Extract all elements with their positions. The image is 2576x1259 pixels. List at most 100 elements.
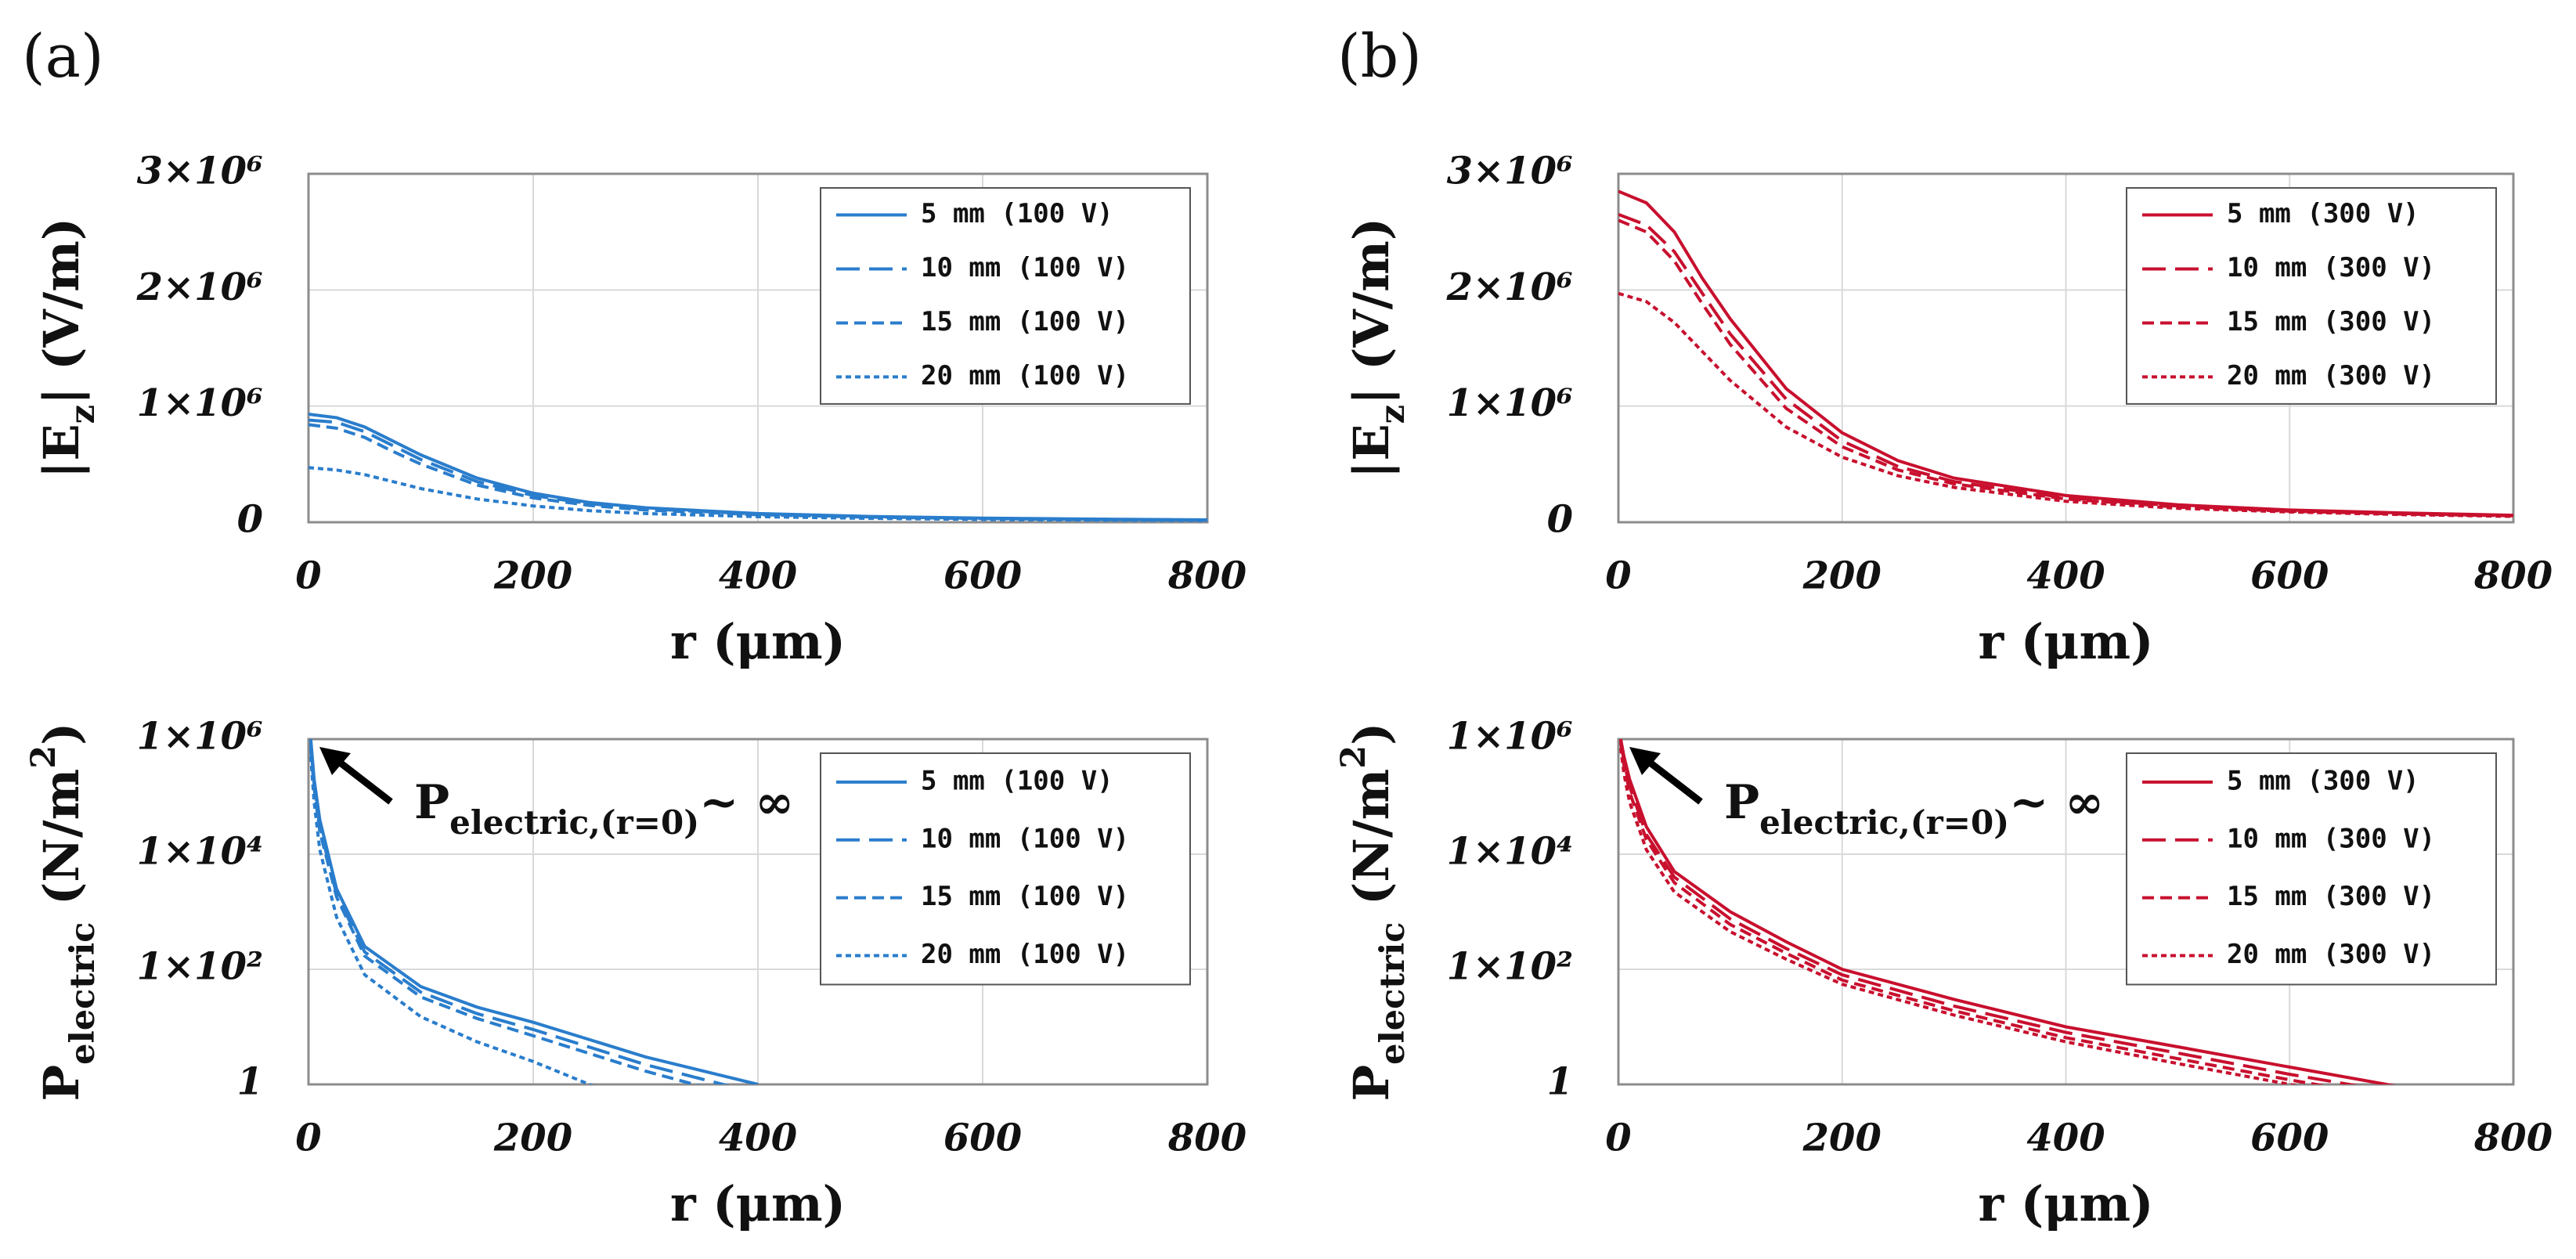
annotation-arrow — [330, 753, 393, 805]
x-tick-label: 800 — [2473, 1117, 2553, 1160]
annotation-arrow — [1640, 753, 1703, 805]
panel-label: (a) — [22, 21, 104, 91]
y-axis-title: Pelectric (N/m2) — [1334, 722, 1412, 1101]
y-axis-title: |Ez| (V/m) — [1343, 218, 1412, 478]
y-axis-title: |Ez| (V/m) — [33, 218, 103, 478]
plot-frame — [1617, 172, 2515, 524]
x-tick-label: 0 — [295, 554, 321, 598]
text-part: electric,(r=0) — [449, 803, 699, 842]
text-part: electric,(r=0) — [1759, 803, 2009, 842]
legend-box — [820, 752, 1191, 986]
x-tick-label: 400 — [719, 554, 797, 598]
x-tick-label: 400 — [719, 1117, 797, 1160]
legend-box — [2126, 187, 2497, 405]
text-part: | (V/m) — [1343, 218, 1400, 405]
x-tick-label: 600 — [943, 1117, 1022, 1160]
x-tick-label: 200 — [493, 1117, 572, 1160]
x-tick-label: 200 — [1802, 1117, 1881, 1160]
x-tick-label: 800 — [1167, 554, 1247, 598]
text-part: ~ ∞ — [699, 775, 794, 830]
legend-label: 5 mm (100 V) — [921, 765, 1113, 796]
annotation-arrowhead — [1629, 747, 1661, 775]
text-part: ~ ∞ — [2009, 775, 2104, 830]
plot: 0 200 400 600 800 1 1×10² 1×10⁴ 1×10⁶ 5 mm (100 V… — [24, 715, 1247, 1233]
series-line — [1618, 739, 2396, 1084]
annotation: Pelectric,(r=0)~ ∞ — [1724, 775, 2104, 842]
y-tick-label: 1 — [237, 1060, 263, 1104]
y-tick-label: 2×10⁶ — [136, 265, 263, 309]
plot-frame — [307, 172, 1209, 524]
legend-label: 15 mm (100 V) — [921, 881, 1129, 912]
text-part: electric — [1373, 922, 1412, 1065]
plot: 0 200 400 600 800 0 1×10⁶ 2×10⁶ 3×10⁶ 5 mm (100 V… — [33, 150, 1247, 671]
text-part: |E — [1343, 424, 1400, 478]
x-tick-label: 0 — [1605, 1117, 1631, 1160]
text-part: z — [63, 405, 103, 424]
plot: 0 200 400 600 800 1 1×10² 1×10⁴ 1×10⁶ 5 mm (300 V… — [1334, 715, 2553, 1233]
text-part: (N/m — [1343, 769, 1400, 922]
y-tick-label: 1×10⁶ — [1447, 715, 1573, 759]
x-tick-label: 0 — [1605, 554, 1631, 598]
x-tick-label: 600 — [2250, 554, 2329, 598]
series-line — [308, 466, 1207, 522]
annotation-arrowhead — [319, 747, 351, 775]
y-tick-label: 0 — [1547, 498, 1573, 542]
y-tick-label: 1×10⁶ — [1447, 381, 1573, 425]
plot: 0 200 400 600 800 0 1×10⁶ 2×10⁶ 3×10⁶ 5 mm (300 V… — [1343, 150, 2553, 671]
y-tick-label: 1 — [1547, 1060, 1573, 1104]
x-tick-label: 800 — [2473, 554, 2553, 598]
legend-label: 10 mm (300 V) — [2227, 823, 2435, 854]
legend-label: 15 mm (300 V) — [2227, 306, 2435, 337]
legend-label: 20 mm (300 V) — [2227, 939, 2435, 970]
text-part: P — [33, 1065, 90, 1102]
text-part: |E — [33, 424, 90, 478]
text-part: electric — [63, 922, 103, 1065]
legend-box — [820, 187, 1191, 405]
text-part: (N/m — [33, 769, 90, 922]
text-part: P — [414, 775, 449, 830]
y-tick-label: 1×10⁶ — [137, 715, 263, 759]
series-line — [308, 748, 701, 1084]
y-tick-label: 1×10² — [1447, 945, 1573, 989]
x-tick-label: 800 — [1167, 1117, 1247, 1160]
legend-label: 10 mm (100 V) — [921, 252, 1129, 283]
y-tick-label: 0 — [237, 498, 263, 542]
text-part: P — [1724, 775, 1759, 830]
y-tick-label: 2×10⁶ — [1446, 265, 1573, 309]
text-part: P — [1343, 1065, 1400, 1102]
text-part: z — [1373, 405, 1412, 424]
legend-label: 5 mm (100 V) — [921, 198, 1113, 229]
series-line — [308, 744, 730, 1084]
x-tick-label: 200 — [493, 554, 572, 598]
y-tick-label: 3×10⁶ — [1447, 150, 1573, 193]
text-part: ) — [1343, 722, 1400, 745]
x-axis-title: r (μm) — [1979, 1175, 2154, 1232]
legend-box — [2126, 752, 2497, 986]
y-tick-label: 1×10⁶ — [137, 381, 263, 425]
y-tick-label: 1×10⁴ — [137, 830, 263, 874]
series-line — [1618, 748, 2299, 1084]
x-tick-label: 400 — [2026, 1117, 2105, 1160]
series-line — [308, 756, 594, 1084]
y-tick-label: 1×10² — [137, 945, 263, 989]
legend-label: 5 mm (300 V) — [2227, 198, 2419, 229]
x-axis-title: r (μm) — [670, 613, 846, 670]
x-tick-label: 400 — [2026, 554, 2105, 598]
text-part: 2 — [1334, 745, 1373, 769]
text-part: ) — [33, 722, 90, 745]
x-axis-title: r (μm) — [1979, 613, 2154, 670]
legend-label: 20 mm (100 V) — [921, 360, 1129, 391]
annotation: Pelectric,(r=0)~ ∞ — [414, 775, 794, 842]
plot-frame — [1617, 738, 2515, 1086]
x-tick-label: 0 — [295, 1117, 321, 1160]
y-tick-label: 1×10⁴ — [1447, 830, 1573, 874]
panel-label: (b) — [1337, 21, 1422, 91]
x-tick-label: 600 — [943, 554, 1022, 598]
y-axis-title: Pelectric (N/m2) — [24, 722, 103, 1101]
legend-label: 10 mm (300 V) — [2227, 252, 2435, 283]
legend-label: 20 mm (300 V) — [2227, 360, 2435, 391]
text-part: 2 — [24, 745, 63, 769]
legend-label: 15 mm (100 V) — [921, 306, 1129, 337]
legend-label: 15 mm (300 V) — [2227, 881, 2435, 912]
